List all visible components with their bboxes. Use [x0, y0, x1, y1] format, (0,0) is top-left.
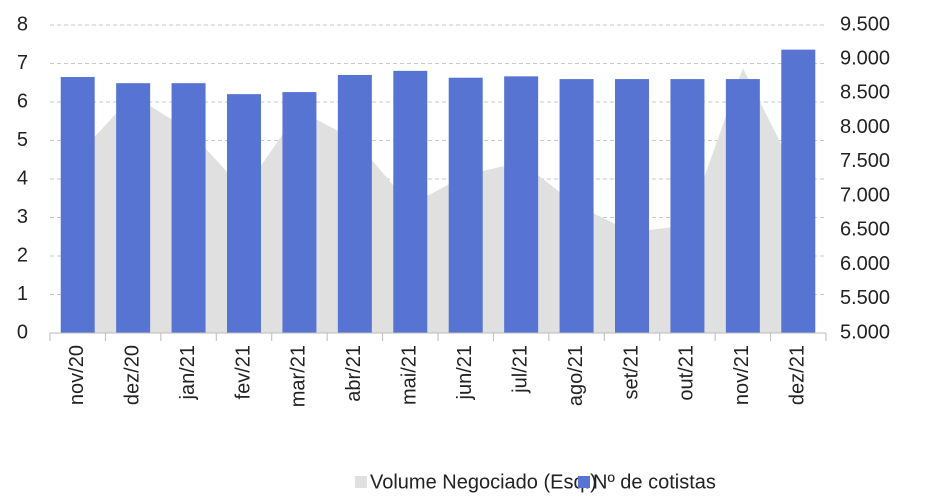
x-tick-label: nov/20: [66, 345, 88, 405]
bar: [725, 79, 760, 334]
y-tick-label: 3: [17, 206, 28, 228]
x-tick-label: jan/21: [177, 345, 199, 401]
x-tick-label: set/21: [620, 345, 642, 399]
y2-tick-label: 8.500: [840, 82, 890, 104]
y2-tick-label: 7.000: [840, 184, 890, 206]
y-tick-label: 8: [17, 13, 28, 35]
y2-tick-label: 7.500: [840, 150, 890, 172]
bar: [171, 83, 206, 333]
legend-swatch: [355, 476, 367, 488]
y2-tick-label: 9.500: [840, 13, 890, 35]
y2-tick-label: 6.500: [840, 219, 890, 241]
x-tick-label: out/21: [676, 345, 698, 401]
bar: [504, 76, 539, 333]
x-tick-label: mai/21: [399, 345, 421, 405]
x-tick-label: dez/21: [787, 345, 809, 405]
bar: [282, 92, 317, 333]
x-tick-label: jun/21: [454, 345, 476, 401]
x-tick-label: abr/21: [343, 345, 365, 402]
bar: [670, 79, 705, 334]
bar: [393, 70, 428, 333]
bar: [781, 49, 816, 333]
x-tick-label: mar/21: [288, 345, 310, 407]
legend-label: Nº de cotistas: [593, 471, 716, 493]
y-tick-label: 7: [17, 52, 28, 74]
bar: [60, 77, 95, 333]
x-tick-label: dez/20: [121, 345, 143, 405]
bar: [448, 77, 483, 333]
y2-tick-label: 8.000: [840, 116, 890, 138]
bar: [615, 79, 649, 334]
y-tick-label: 1: [17, 283, 28, 305]
y2-tick-label: 9.000: [840, 48, 890, 70]
legend-label: Volume Negociado (Esq.): [370, 471, 597, 493]
y2-tick-label: 5.000: [840, 321, 890, 343]
y2-tick-label: 5.500: [840, 287, 890, 309]
x-tick-label: fev/21: [232, 345, 254, 399]
legend-swatch: [578, 476, 590, 488]
y2-tick-label: 6.000: [840, 253, 890, 275]
x-tick-label: ago/21: [565, 345, 587, 406]
y-tick-label: 6: [17, 90, 28, 112]
x-tick-label: nov/21: [731, 345, 753, 405]
y-tick-label: 0: [17, 321, 28, 343]
bar: [116, 83, 151, 333]
y-tick-label: 2: [17, 244, 28, 266]
x-tick-label: jul/21: [509, 345, 531, 394]
bar: [559, 79, 594, 334]
bar: [337, 74, 372, 333]
y-tick-label: 5: [17, 129, 28, 151]
bar: [227, 94, 261, 333]
y-tick-label: 4: [17, 167, 28, 189]
